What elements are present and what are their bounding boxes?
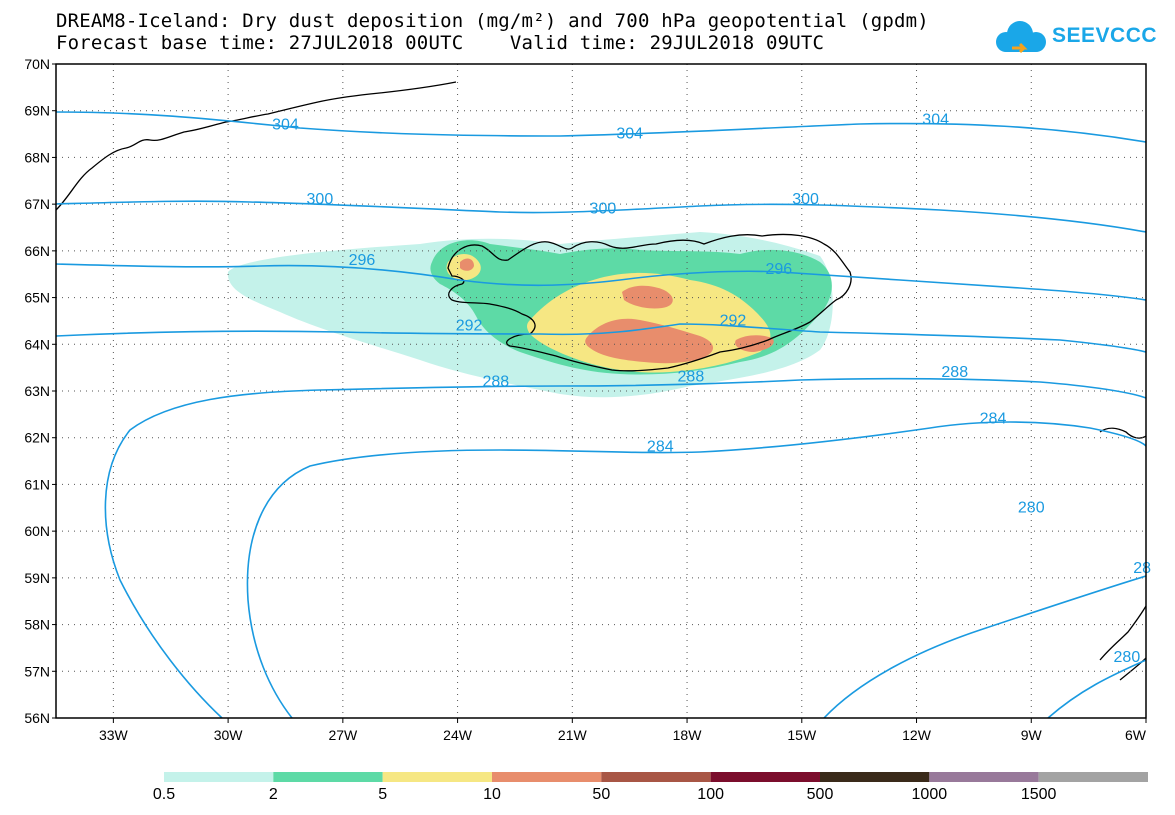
- map-subtitle: Forecast base time: 27JUL2018 00UTC Vali…: [56, 32, 825, 54]
- lat-label: 68N: [24, 149, 50, 165]
- contour-label: 296: [765, 261, 792, 278]
- lat-label: 56N: [24, 710, 50, 726]
- contour-300: [55, 200, 1147, 233]
- lat-label: 63N: [24, 383, 50, 399]
- contour-288: [104, 377, 1147, 719]
- lat-label: 64N: [24, 336, 50, 352]
- coastlines: [55, 81, 1147, 681]
- legend-label: 5: [378, 786, 388, 803]
- lon-label: 33W: [99, 727, 129, 743]
- contour-label: 304: [272, 116, 299, 133]
- contour-labels: 304 304 304 300 300 300 296 296 292 292 288 288 288 2…: [272, 112, 1151, 666]
- lat-label: 59N: [24, 570, 50, 586]
- legend-swatch: [1038, 772, 1148, 782]
- contour-label: 292: [456, 317, 483, 334]
- legend-swatch: [273, 772, 383, 782]
- lat-label: 57N: [24, 663, 50, 679]
- contour-label: 280: [1018, 499, 1045, 516]
- contour-label: 284: [980, 411, 1007, 428]
- legend-label: 500: [806, 786, 834, 803]
- contour-label: 288: [678, 369, 705, 386]
- lon-label: 6W: [1125, 727, 1147, 743]
- contour-304: [55, 111, 1147, 143]
- contour-292: [55, 323, 1147, 353]
- legend-swatch: [382, 772, 492, 782]
- iceland-coast: [447, 233, 852, 372]
- legend-label: 2: [268, 786, 278, 803]
- geopotential-contours: [55, 111, 1147, 719]
- lat-label: 70N: [24, 56, 50, 72]
- legend-label: 50: [592, 786, 611, 803]
- lat-label: 61N: [24, 476, 50, 492]
- legend-label: 1500: [1020, 786, 1057, 803]
- lon-label: 12W: [902, 727, 932, 743]
- lat-label: 60N: [24, 523, 50, 539]
- legend-label: 1000: [911, 786, 948, 803]
- dust-level-10: [585, 318, 714, 364]
- contour-label: 304: [922, 112, 949, 129]
- lat-label: 58N: [24, 617, 50, 633]
- latitude-labels: 70N 69N 68N 67N 66N 65N 64N 63N 62N 61N 60N 59N 58N 5…: [24, 56, 56, 726]
- greenland-coast: [55, 81, 457, 211]
- lon-label: 9W: [1021, 727, 1043, 743]
- cloud-icon: [996, 21, 1046, 54]
- lat-label: 62N: [24, 430, 50, 446]
- contour-label: 300: [792, 191, 819, 208]
- faroes-coast: [1099, 427, 1147, 439]
- contour-296: [55, 263, 1147, 301]
- contour-label: 296: [349, 252, 376, 269]
- lat-label: 65N: [24, 290, 50, 306]
- contour-label: 28: [1133, 560, 1151, 577]
- contour-label: 292: [720, 313, 747, 330]
- legend-label: 10: [483, 786, 501, 803]
- legend-swatch: [929, 772, 1039, 782]
- legend-label: 0.5: [152, 786, 176, 803]
- lon-label: 27W: [328, 727, 358, 743]
- lat-label: 69N: [24, 103, 50, 119]
- map-title: DREAM8-Iceland: Dry dust deposition (mg/…: [56, 10, 929, 32]
- legend-colorbar: [164, 772, 1148, 782]
- contour-label: 300: [307, 191, 334, 208]
- lon-label: 30W: [214, 727, 244, 743]
- lon-label: 15W: [787, 727, 817, 743]
- lon-label: 18W: [673, 727, 703, 743]
- contour-280-se: [1047, 659, 1147, 719]
- scotland-coast: [1099, 605, 1147, 681]
- logo-text: SEEVCCC: [1052, 24, 1158, 47]
- contour-label: 288: [941, 364, 968, 381]
- legend-swatch: [601, 772, 711, 782]
- contour-label: 300: [590, 200, 617, 217]
- legend-swatch: [710, 772, 820, 782]
- legend-swatch: [164, 772, 274, 782]
- lon-label: 21W: [558, 727, 588, 743]
- contour-label: 304: [616, 126, 643, 143]
- contour-label: 280: [1114, 649, 1141, 666]
- contour-280-sw: [823, 575, 1147, 719]
- lon-label: 24W: [443, 727, 473, 743]
- contour-label: 288: [482, 373, 509, 390]
- legend-swatch: [492, 772, 602, 782]
- lat-label: 67N: [24, 196, 50, 212]
- contour-label: 284: [647, 439, 674, 456]
- legend-label: 100: [697, 786, 725, 803]
- dust-level-10b: [622, 285, 673, 309]
- longitude-labels: 33W 30W 27W 24W 21W 18W 15W 12W 9W 6W: [99, 718, 1147, 743]
- legend-swatch: [820, 772, 930, 782]
- lat-label: 66N: [24, 243, 50, 259]
- contour-284: [246, 421, 1147, 719]
- dust-level-10d: [460, 258, 474, 271]
